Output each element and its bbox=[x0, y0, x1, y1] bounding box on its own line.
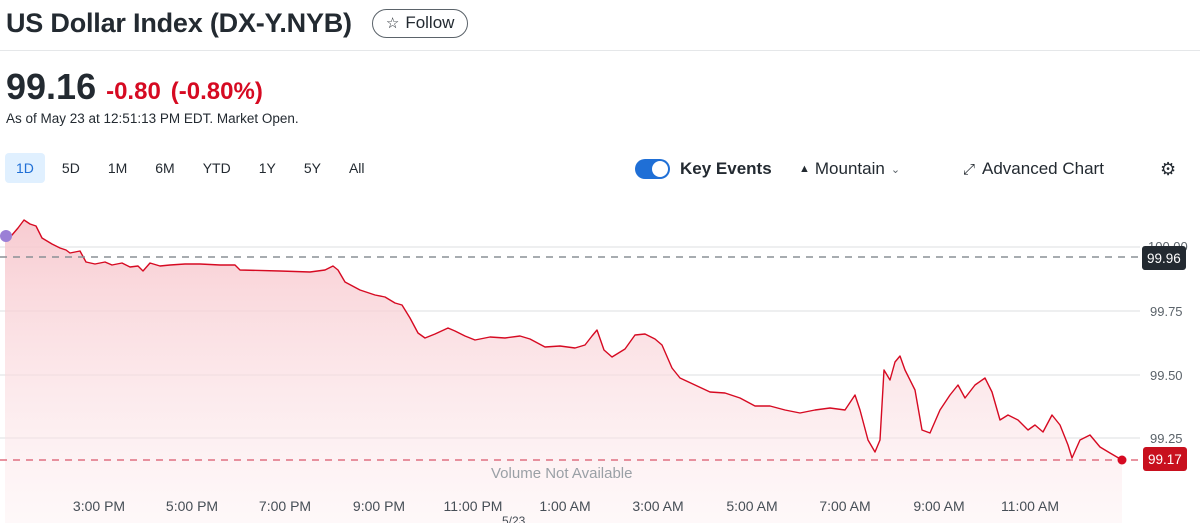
range-tab-all[interactable]: All bbox=[348, 160, 365, 176]
current-price: 99.16 bbox=[6, 66, 97, 107]
current-price-tag: 99.17 bbox=[1143, 447, 1187, 471]
header: US Dollar Index (DX-Y.NYB) ☆ Follow bbox=[6, 4, 469, 42]
toggle-knob bbox=[652, 161, 668, 177]
price-change-percent: (-0.80%) bbox=[170, 78, 263, 105]
range-tab-5d[interactable]: 5D bbox=[61, 160, 80, 176]
key-events-label: Key Events bbox=[680, 159, 772, 178]
x-tick: 9:00 AM bbox=[913, 498, 965, 514]
range-tab-1d[interactable]: 1D bbox=[5, 153, 45, 183]
chart-type-control: ▲ Mountain ⌄ bbox=[799, 153, 900, 185]
x-tick: 9:00 PM bbox=[352, 498, 406, 514]
follow-button[interactable]: ☆ Follow bbox=[371, 8, 469, 38]
volume-note: Volume Not Available bbox=[491, 465, 633, 482]
advanced-chart-control: ⤢ Advanced Chart bbox=[963, 153, 1104, 185]
y-tick-99-75: 99.75 bbox=[1150, 304, 1183, 319]
x-tick: 3:00 PM bbox=[72, 498, 126, 514]
x-tick: 5:00 PM bbox=[165, 498, 219, 514]
advanced-chart-button[interactable]: ⤢ Advanced Chart bbox=[963, 159, 1104, 179]
x-tick: 3:00 AM bbox=[632, 498, 684, 514]
chart-type-dropdown[interactable]: ▲ Mountain ⌄ bbox=[799, 159, 900, 179]
key-event-marker bbox=[0, 230, 12, 242]
x-tick: 11:00 AM bbox=[1000, 498, 1060, 514]
range-tab-ytd[interactable]: YTD bbox=[202, 160, 231, 176]
price-line bbox=[4, 219, 1123, 461]
range-tab-1y[interactable]: 1Y bbox=[258, 160, 276, 176]
y-tick-99-50: 99.50 bbox=[1150, 368, 1183, 383]
page-title: US Dollar Index (DX-Y.NYB) bbox=[6, 7, 352, 38]
current-price-dot bbox=[1117, 455, 1127, 465]
x-tick: 1:00 AM bbox=[539, 498, 591, 514]
price-area bbox=[5, 220, 1122, 523]
key-events-control: Key Events bbox=[635, 153, 772, 185]
y-tick-99-25: 99.25 bbox=[1150, 431, 1183, 446]
expand-icon: ⤢ bbox=[963, 160, 976, 178]
price-chart[interactable] bbox=[0, 200, 1200, 523]
range-tabs: 1D 5D 1M 6M YTD 1Y 5Y All bbox=[5, 153, 382, 183]
key-events-toggle[interactable] bbox=[635, 159, 670, 179]
as-of-timestamp: As of May 23 at 12:51:13 PM EDT. Market … bbox=[6, 111, 299, 126]
range-tab-5y[interactable]: 5Y bbox=[303, 160, 321, 176]
star-icon: ☆ bbox=[385, 15, 400, 32]
x-tick: 7:00 PM bbox=[258, 498, 312, 514]
follow-label: Follow bbox=[405, 13, 455, 32]
settings-control: ⚙ bbox=[1160, 153, 1176, 185]
quote-price-row: 99.16 -0.80 (-0.80%) bbox=[6, 66, 263, 108]
advanced-chart-label: Advanced Chart bbox=[982, 159, 1104, 178]
chevron-down-icon: ⌄ bbox=[890, 163, 901, 176]
range-tab-6m[interactable]: 6M bbox=[155, 160, 175, 176]
chart-type-label: Mountain bbox=[814, 159, 885, 178]
previous-close-tag: 99.96 bbox=[1142, 246, 1186, 270]
x-tick: 11:00 PM bbox=[443, 498, 503, 514]
divider bbox=[0, 50, 1200, 51]
price-change: -0.80 bbox=[106, 78, 161, 105]
x-tick: 7:00 AM bbox=[819, 498, 871, 514]
x-tick: 5:00 AM bbox=[726, 498, 778, 514]
range-tab-1m[interactable]: 1M bbox=[107, 160, 128, 176]
gear-icon[interactable]: ⚙ bbox=[1160, 158, 1177, 179]
date-label: 5/23 bbox=[502, 514, 526, 523]
mountain-icon: ▲ bbox=[799, 163, 810, 175]
